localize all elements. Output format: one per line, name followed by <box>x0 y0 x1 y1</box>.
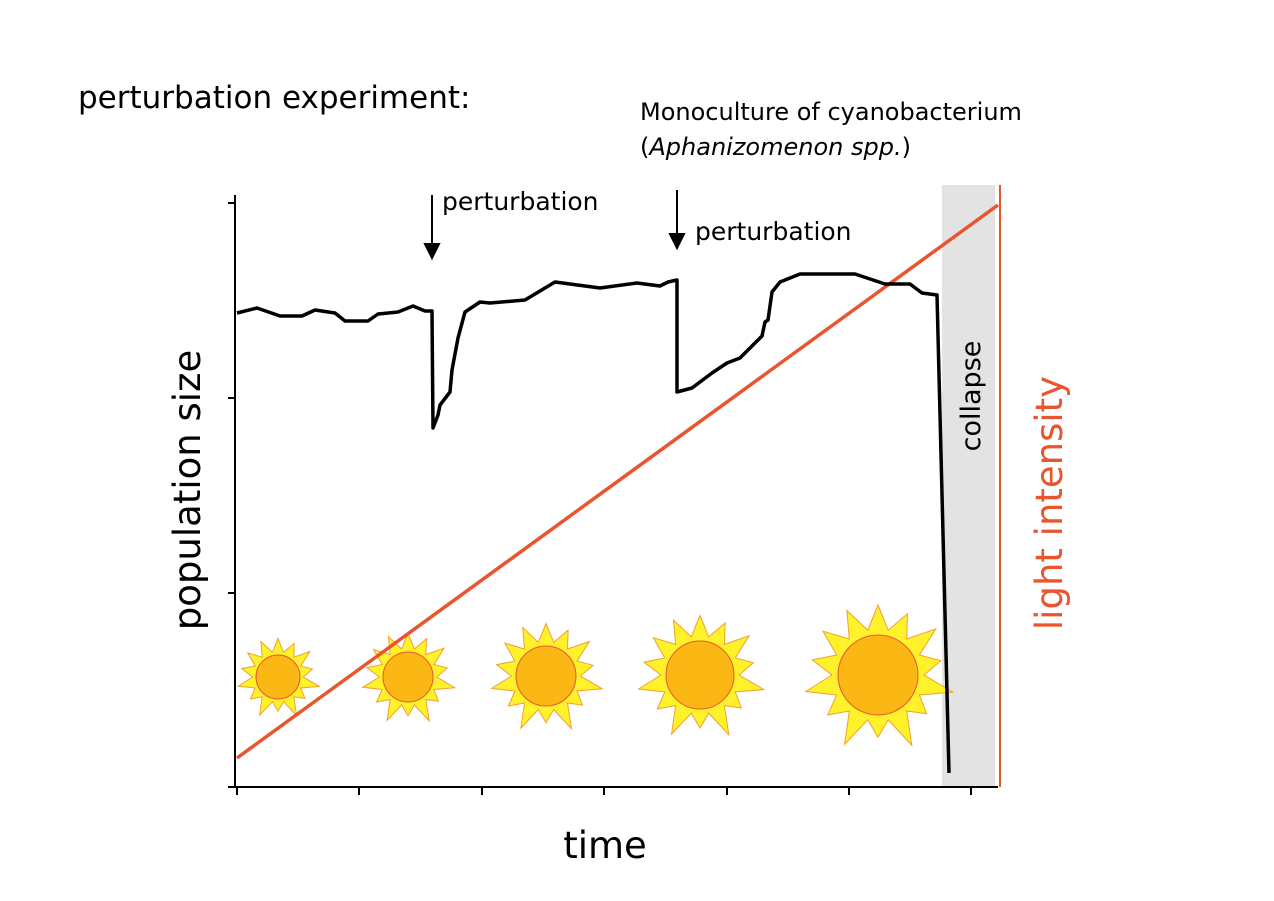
perturbation-label: perturbation <box>442 187 599 216</box>
sun-disc <box>382 651 434 703</box>
title: perturbation experiment: <box>78 80 470 116</box>
suns <box>236 603 955 747</box>
arrowhead <box>668 233 686 251</box>
population-line <box>236 272 951 774</box>
sun-disc <box>255 654 301 700</box>
note-part: ) <box>902 133 911 161</box>
axes <box>228 195 998 795</box>
arrows <box>423 190 686 261</box>
note: (Aphanizomenon spp.) <box>640 133 911 161</box>
light-line <box>235 203 1000 760</box>
note-part: Aphanizomenon spp. <box>647 133 901 161</box>
sun-disc <box>665 640 735 710</box>
perturbation-label: perturbation <box>695 217 852 246</box>
y-axis-label: population size <box>166 350 209 630</box>
note-part: ( <box>640 133 649 161</box>
arrowhead <box>423 243 441 261</box>
collapse-zone <box>942 185 995 787</box>
y2-axis-label: light intensity <box>1028 376 1071 630</box>
collapse-label: collapse <box>956 341 987 452</box>
x-axis-label: time <box>563 824 647 867</box>
sun-disc <box>837 634 919 716</box>
sun-disc <box>515 645 577 707</box>
note: Monoculture of cyanobacterium <box>640 98 1022 126</box>
